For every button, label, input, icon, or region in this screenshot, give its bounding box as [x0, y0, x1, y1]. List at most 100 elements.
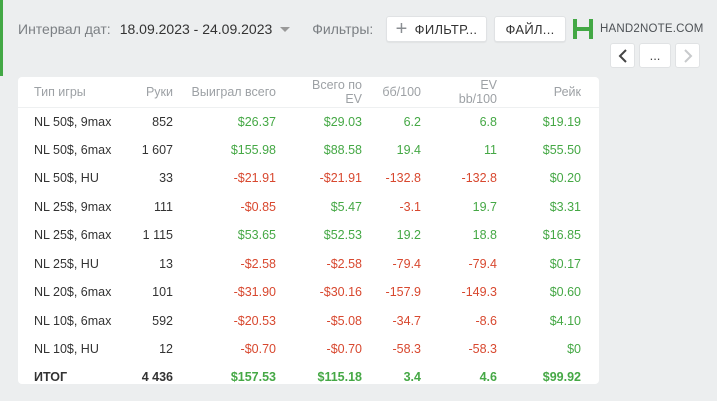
cell-rake: $4.10	[549, 313, 581, 328]
cell-game-type: NL 50$, HU	[34, 171, 99, 186]
cell-rake: $0.20	[549, 171, 581, 186]
date-range-dropdown[interactable]: 18.09.2023 - 24.09.2023	[120, 21, 291, 37]
cell-game-type: ИТОГ	[34, 369, 68, 384]
chevron-right-icon	[683, 48, 692, 63]
cell-game-type: NL 25$, HU	[34, 256, 99, 271]
cell-hands: 1 607	[141, 142, 173, 157]
cell-won-total: $53.65	[237, 228, 276, 243]
more-pages-label: ...	[649, 48, 661, 63]
header-won-total[interactable]: Выиграл всего	[191, 77, 294, 108]
date-range-value: 18.09.2023 - 24.09.2023	[119, 21, 273, 37]
table-total-row[interactable]: ИТОГ 4 436 $157.53 $115.18 3.4 4.6 $99.92	[18, 364, 599, 390]
prev-page-button[interactable]	[610, 43, 635, 68]
cell-hands: 33	[159, 171, 173, 186]
file-button[interactable]: ФАЙЛ...	[494, 16, 566, 42]
cell-game-type: NL 50$, 9max	[34, 114, 112, 129]
cell-game-type: NL 20$, 6max	[34, 285, 112, 300]
cell-won-total: $155.98	[230, 142, 276, 157]
file-button-label: ФАЙЛ...	[505, 21, 555, 37]
cell-rake: $3.31	[549, 199, 581, 214]
cell-ev-total: -$5.08	[326, 313, 362, 328]
cell-ev-total: $52.53	[323, 228, 362, 243]
cell-ev-total: $88.58	[323, 142, 362, 157]
add-filter-button[interactable]: + ФИЛЬТР...	[386, 16, 487, 42]
cell-ev-bb100: -149.3	[461, 285, 497, 300]
cell-won-total: -$21.91	[233, 171, 276, 186]
header-ev-bb100[interactable]: EV bb/100	[439, 77, 515, 108]
cell-ev-total: -$21.91	[319, 171, 362, 186]
cell-ev-bb100: -58.3	[468, 342, 498, 357]
cell-bb100: 19.4	[396, 142, 421, 157]
cell-hands: 592	[152, 313, 173, 328]
cell-won-total: -$0.70	[240, 342, 276, 357]
cell-bb100: 6.2	[403, 114, 421, 129]
next-page-button[interactable]	[675, 43, 700, 68]
table-row[interactable]: NL 50$, 9max 852 $26.37 $29.03 6.2 6.8 $19.19	[18, 107, 599, 136]
table-row[interactable]: NL 25$, 6max 1 115 $53.65 $52.53 19.2 18.8 $16…	[18, 221, 599, 250]
cell-ev-total: -$2.58	[326, 256, 362, 271]
cell-bb100: -132.8	[385, 171, 421, 186]
stats-card: Тип игры Руки Выиграл всего Всего по EV …	[18, 77, 599, 384]
table-header-row: Тип игры Руки Выиграл всего Всего по EV …	[18, 77, 599, 108]
cell-game-type: NL 10$, 6max	[34, 313, 112, 328]
header-rake[interactable]: Рейк	[515, 77, 599, 108]
more-pages-button[interactable]: ...	[639, 43, 671, 68]
cell-hands: 4 436	[141, 369, 173, 384]
cell-ev-bb100: -8.6	[475, 313, 497, 328]
table-row[interactable]: NL 10$, 6max 592 -$20.53 -$5.08 -34.7 -8.6 $4.…	[18, 307, 599, 336]
table-row[interactable]: NL 50$, 6max 1 607 $155.98 $88.58 19.4 11 $55.…	[18, 136, 599, 165]
cell-ev-bb100: 11	[484, 142, 497, 157]
cell-game-type: NL 25$, 6max	[34, 228, 112, 243]
cell-hands: 101	[152, 285, 173, 300]
logo-text: HAND2NOTE.COM	[600, 23, 704, 35]
cell-won-total: -$2.58	[240, 256, 276, 271]
cell-rake: $19.19	[542, 114, 581, 129]
table-row[interactable]: NL 10$, HU 12 -$0.70 -$0.70 -58.3 -58.3 $0	[18, 335, 599, 364]
cell-ev-total: -$0.70	[326, 342, 362, 357]
cell-ev-total: $5.47	[330, 199, 362, 214]
cell-ev-bb100: -132.8	[461, 171, 497, 186]
cell-hands: 13	[159, 256, 173, 271]
header-ev-total[interactable]: Всего по EV	[294, 77, 380, 108]
cell-rake: $0.60	[549, 285, 581, 300]
cell-ev-bb100: 18.8	[472, 228, 497, 243]
cell-bb100: 19.2	[396, 228, 421, 243]
cell-hands: 852	[152, 114, 173, 129]
header-bb100[interactable]: бб/100	[380, 77, 439, 108]
cell-won-total: -$0.85	[240, 199, 276, 214]
cell-ev-bb100: 4.6	[479, 369, 497, 384]
cell-ev-bb100: 6.8	[479, 114, 497, 129]
header-game-type[interactable]: Тип игры	[18, 77, 128, 108]
cell-bb100: -79.4	[392, 256, 422, 271]
cell-rake: $16.85	[542, 228, 581, 243]
stats-table: Тип игры Руки Выиграл всего Всего по EV …	[18, 77, 599, 390]
cell-bb100: 3.4	[403, 369, 421, 384]
header-hands[interactable]: Руки	[128, 77, 191, 108]
cell-hands: 12	[159, 342, 173, 357]
cell-bb100: -157.9	[385, 285, 421, 300]
table-row[interactable]: NL 25$, HU 13 -$2.58 -$2.58 -79.4 -79.4 $0.17	[18, 250, 599, 279]
cell-bb100: -58.3	[392, 342, 422, 357]
filters-label: Фильтры:	[312, 21, 374, 37]
table-row[interactable]: NL 20$, 6max 101 -$31.90 -$30.16 -157.9 -149.…	[18, 278, 599, 307]
cell-game-type: NL 25$, 9max	[34, 199, 112, 214]
cell-rake: $55.50	[542, 142, 581, 157]
cell-rake: $0.17	[549, 256, 581, 271]
green-accent-bar	[0, 0, 3, 76]
table-row[interactable]: NL 50$, HU 33 -$21.91 -$21.91 -132.8 -132.8 $0…	[18, 164, 599, 193]
cell-ev-bb100: 19.7	[472, 199, 497, 214]
table-row[interactable]: NL 25$, 9max 111 -$0.85 $5.47 -3.1 19.7 $3.31	[18, 193, 599, 222]
cell-hands: 1 115	[142, 228, 173, 243]
filter-button-label: ФИЛЬТР...	[414, 21, 478, 37]
toolbar: Интервал дат: 18.09.2023 - 24.09.2023 Фи…	[18, 16, 373, 42]
cell-ev-total: $29.03	[323, 114, 362, 129]
plus-icon: +	[395, 18, 408, 40]
cell-hands: 111	[153, 199, 173, 214]
cell-rake: $0	[567, 342, 581, 357]
cell-ev-bb100: -79.4	[468, 256, 498, 271]
cell-rake: $99.92	[542, 369, 581, 384]
cell-won-total: $157.53	[230, 369, 276, 384]
date-interval-label: Интервал дат:	[18, 21, 111, 37]
cell-ev-total: -$30.16	[319, 285, 362, 300]
cell-game-type: NL 50$, 6max	[34, 142, 112, 157]
